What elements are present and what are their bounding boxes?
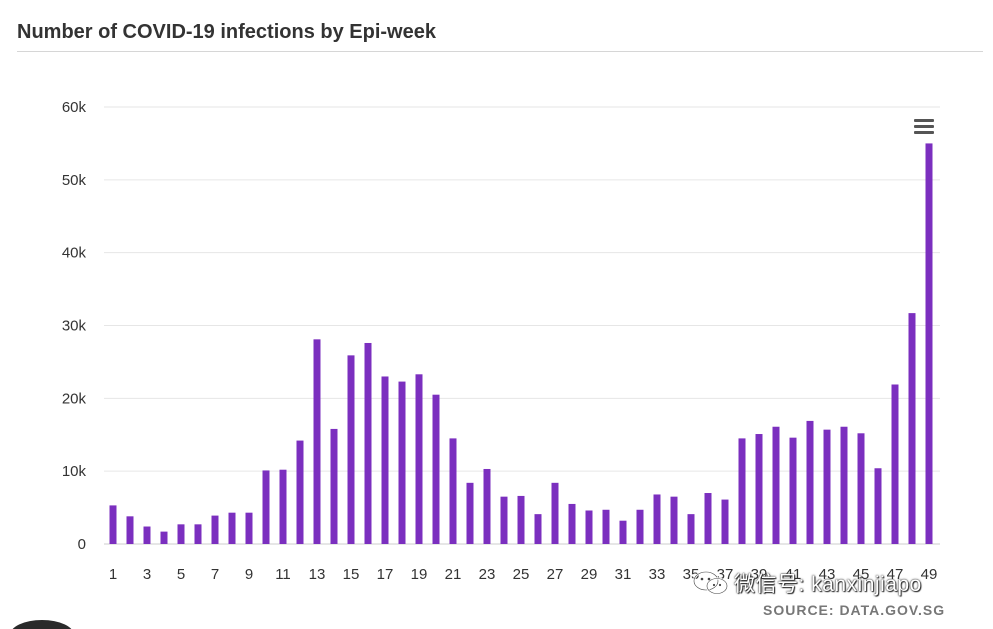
wechat-icon: [692, 571, 729, 595]
bar-week-23[interactable]: [483, 468, 491, 544]
bar-week-22[interactable]: [466, 482, 474, 544]
bar-week-4[interactable]: [160, 531, 168, 544]
bar-week-40[interactable]: [772, 426, 780, 544]
bar-week-26[interactable]: [534, 514, 542, 544]
bar-week-2[interactable]: [126, 516, 134, 544]
bar-week-16[interactable]: [364, 342, 372, 544]
x-tick-label: 11: [275, 566, 291, 583]
bar-week-41[interactable]: [789, 437, 797, 544]
bar-week-20[interactable]: [432, 394, 440, 544]
y-tick-label: 20k: [62, 390, 87, 407]
bar-week-36[interactable]: [704, 493, 712, 544]
bar-week-7[interactable]: [211, 515, 219, 544]
bar-week-47[interactable]: [891, 384, 899, 544]
watermark-text: 微信号: kanxinjiapo: [734, 573, 922, 596]
bar-week-19[interactable]: [415, 374, 423, 544]
x-tick-label: 49: [921, 566, 938, 583]
x-tick-label: 5: [177, 566, 185, 583]
chart-title: Number of COVID-19 infections by Epi-wee…: [17, 21, 436, 43]
x-tick-label: 47: [887, 566, 904, 583]
bar-week-14[interactable]: [330, 428, 338, 544]
y-tick-label: 50k: [62, 172, 87, 189]
bar-week-12[interactable]: [296, 440, 304, 544]
x-tick-label: 1: [109, 566, 117, 583]
x-tick-label: 19: [411, 566, 428, 583]
bar-week-30[interactable]: [602, 509, 610, 544]
bar-week-27[interactable]: [551, 482, 559, 544]
x-tick-label: 15: [343, 566, 360, 583]
y-tick-label: 0: [78, 536, 86, 553]
x-tick-label: 31: [615, 566, 632, 583]
corner-shape: [10, 620, 74, 629]
x-tick-label: 23: [479, 566, 496, 583]
x-tick-label: 21: [445, 566, 462, 583]
source-credit: SOURCE: DATA.GOV.SG: [763, 602, 946, 618]
hamburger-menu-icon[interactable]: [910, 115, 938, 137]
bar-week-13[interactable]: [313, 339, 321, 544]
x-tick-label: 45: [853, 566, 870, 583]
x-tick-label: 43: [819, 566, 836, 583]
bar-week-9[interactable]: [245, 512, 253, 544]
bar-week-28[interactable]: [568, 503, 576, 544]
y-tick-label: 30k: [62, 318, 87, 335]
x-tick-label: 7: [211, 566, 219, 583]
x-tick-label: 29: [581, 566, 598, 583]
x-tick-label: 33: [649, 566, 666, 583]
bar-week-43[interactable]: [823, 429, 831, 544]
bar-week-25[interactable]: [517, 495, 525, 544]
bar-week-44[interactable]: [840, 426, 848, 544]
y-tick-label: 10k: [62, 463, 87, 480]
bar-week-33[interactable]: [653, 494, 661, 544]
title-divider: [17, 51, 983, 52]
y-tick-label: 60k: [62, 99, 87, 116]
bar-week-3[interactable]: [143, 526, 151, 544]
bar-week-35[interactable]: [687, 514, 695, 544]
x-tick-label: 39: [751, 566, 768, 583]
bar-week-15[interactable]: [347, 355, 355, 544]
bar-week-39[interactable]: [755, 434, 763, 544]
x-tick-label: 25: [513, 566, 530, 583]
x-tick-label: 17: [377, 566, 394, 583]
bar-week-10[interactable]: [262, 470, 270, 544]
bar-week-34[interactable]: [670, 496, 678, 544]
bar-week-5[interactable]: [177, 524, 185, 544]
bar-week-24[interactable]: [500, 496, 508, 544]
watermark: 微信号: kanxinjiapo: [692, 571, 922, 596]
bar-week-38[interactable]: [738, 438, 746, 544]
bar-week-48[interactable]: [908, 313, 916, 544]
bar-week-49[interactable]: [925, 143, 933, 544]
bar-week-17[interactable]: [381, 376, 389, 544]
bar-week-8[interactable]: [228, 512, 236, 544]
bar-week-21[interactable]: [449, 438, 457, 544]
bar-week-45[interactable]: [857, 433, 865, 544]
bar-week-46[interactable]: [874, 468, 882, 544]
bar-week-1[interactable]: [109, 505, 117, 544]
bar-week-18[interactable]: [398, 381, 406, 544]
bar-week-32[interactable]: [636, 509, 644, 544]
bar-week-31[interactable]: [619, 520, 627, 544]
bar-week-42[interactable]: [806, 420, 814, 544]
x-tick-label: 41: [785, 566, 802, 583]
y-tick-label: 40k: [62, 245, 87, 262]
x-tick-label: 13: [309, 566, 326, 583]
bar-week-6[interactable]: [194, 524, 202, 544]
bar-week-29[interactable]: [585, 510, 593, 544]
x-tick-label: 3: [143, 566, 151, 583]
bar-week-37[interactable]: [721, 499, 729, 544]
x-tick-label: 27: [547, 566, 564, 583]
x-tick-label: 9: [245, 566, 253, 583]
bar-week-11[interactable]: [279, 469, 287, 544]
